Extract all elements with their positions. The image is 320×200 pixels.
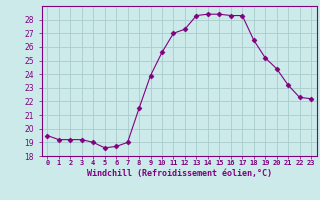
X-axis label: Windchill (Refroidissement éolien,°C): Windchill (Refroidissement éolien,°C) — [87, 169, 272, 178]
